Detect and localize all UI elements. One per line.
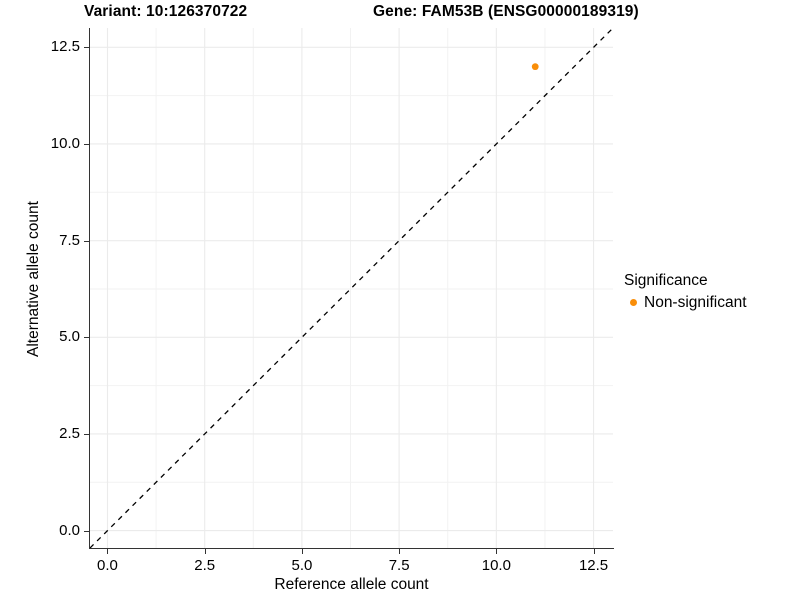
x-axis-label: Reference allele count [274,576,429,593]
chart-title-row: Variant: 10:126370722 Gene: FAM53B (ENSG… [0,0,800,28]
y-tick-mark [84,240,89,242]
legend-items: Non-significant [624,293,796,312]
x-tick-mark [496,549,498,554]
y-tick-label: 2.5 [59,424,80,442]
gene-title: Gene: FAM53B (ENSG00000189319) [373,3,639,20]
y-tick-mark [84,143,89,145]
x-tick-label: 12.5 [578,557,609,574]
minor-gridlines [90,28,613,548]
variant-title: Variant: 10:126370722 [84,3,248,20]
y-tick-mark [84,47,89,49]
legend: Significance Non-significant [624,272,796,312]
x-axis-line [90,548,614,549]
y-axis-label: Alternative allele count [25,201,42,357]
x-tick-mark [593,549,595,554]
x-tick-label: 0.0 [97,557,118,574]
legend-item-label: Non-significant [644,293,747,311]
data-points [531,63,539,71]
y-tick-label: 12.5 [50,38,80,56]
diagonal-reference-line [90,28,613,548]
y-tick-label: 0.0 [59,521,80,539]
data-point [531,63,539,71]
legend-point-icon [624,293,643,312]
plot-canvas [90,28,613,548]
y-axis-line [89,28,90,549]
legend-item[interactable]: Non-significant [624,293,796,312]
x-tick-label: 10.0 [481,557,511,574]
y-tick-mark [84,337,89,339]
plot-panel [90,28,613,548]
y-tick-mark [84,433,89,435]
y-tick-label: 10.0 [50,134,80,152]
major-gridlines [90,28,613,548]
y-tick-mark [84,530,89,532]
x-tick-mark [107,549,109,554]
legend-title: Significance [624,272,708,289]
x-tick-mark [204,549,206,554]
y-tick-label: 7.5 [59,231,80,249]
x-tick-label: 2.5 [194,557,216,574]
x-tick-label: 5.0 [291,557,313,574]
x-tick-label: 7.5 [388,557,410,574]
x-tick-mark [301,549,303,554]
y-tick-label: 5.0 [59,328,80,346]
x-tick-mark [399,549,401,554]
